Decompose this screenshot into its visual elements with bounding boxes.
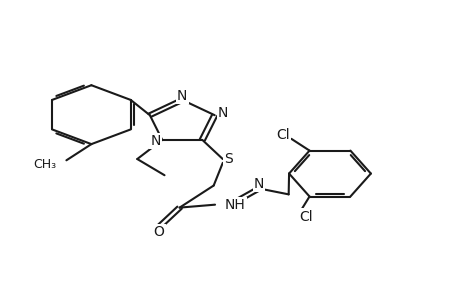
Text: Cl: Cl — [298, 209, 312, 224]
Text: N: N — [253, 177, 264, 191]
Text: O: O — [153, 225, 164, 239]
Text: S: S — [224, 152, 233, 166]
Text: CH₃: CH₃ — [33, 158, 56, 171]
Text: N: N — [217, 106, 228, 120]
Text: N: N — [177, 88, 187, 103]
Text: NH: NH — [224, 198, 245, 212]
Text: Cl: Cl — [276, 128, 289, 142]
Text: N: N — [150, 134, 160, 148]
